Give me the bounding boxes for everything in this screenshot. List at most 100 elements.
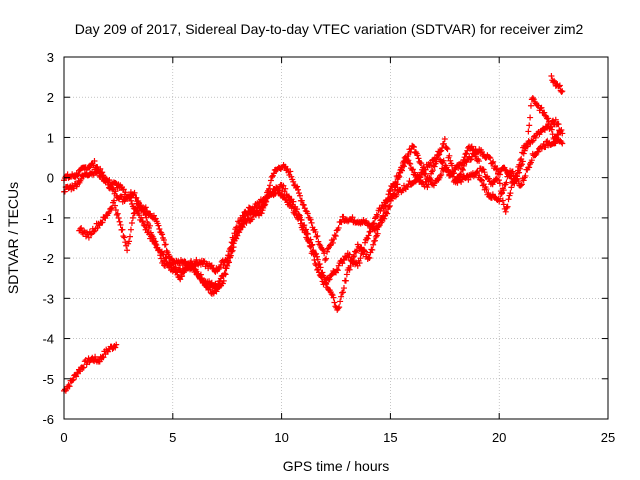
data-point-trace-d bbox=[541, 109, 548, 116]
data-point-trace-b bbox=[349, 214, 356, 221]
data-point-trace-c bbox=[334, 267, 341, 274]
data-point-trace-d bbox=[386, 188, 393, 195]
data-point-trace-d bbox=[507, 190, 514, 197]
data-point-trace-d bbox=[433, 155, 440, 162]
data-point-trace-c bbox=[326, 276, 333, 283]
data-point-trace-c bbox=[362, 239, 369, 246]
data-point-trace-d bbox=[545, 118, 552, 125]
data-point-trace-d bbox=[323, 281, 330, 288]
data-point-trace-c bbox=[438, 171, 445, 178]
data-point-trace-d bbox=[121, 234, 128, 241]
data-point-trace-d bbox=[400, 162, 407, 169]
data-point-trace-c bbox=[112, 180, 119, 187]
data-point-trace-b bbox=[298, 197, 305, 204]
data-point-trace-d bbox=[516, 165, 523, 172]
data-point-trace-b bbox=[502, 166, 509, 173]
data-point-trace-d bbox=[387, 186, 394, 193]
data-point-trace-d bbox=[493, 166, 500, 173]
data-point-trace-c bbox=[152, 241, 159, 248]
data-point-trace-b bbox=[331, 232, 338, 239]
data-point-trace-b bbox=[555, 121, 562, 128]
data-point-trace-d bbox=[194, 270, 201, 277]
data-point-trace-b bbox=[384, 210, 391, 217]
data-point-trace-d bbox=[152, 215, 159, 222]
data-point-trace-d bbox=[231, 237, 238, 244]
data-point-trace-d bbox=[169, 256, 176, 263]
data-point-trace-d bbox=[162, 241, 169, 248]
data-point-trace-a bbox=[73, 373, 80, 380]
data-point-trace-d bbox=[239, 220, 246, 227]
data-point-trace-d bbox=[396, 169, 403, 176]
data-point-trace-d bbox=[525, 128, 532, 135]
data-point-trace-c bbox=[473, 169, 480, 176]
data-point-trace-d bbox=[198, 275, 205, 282]
data-point-trace-c bbox=[252, 210, 259, 217]
data-point-trace-d bbox=[273, 185, 280, 192]
data-point-trace-d bbox=[385, 191, 392, 198]
data-point-trace-b bbox=[301, 205, 308, 212]
data-point-trace-d bbox=[440, 140, 447, 147]
data-point-trace-c bbox=[503, 179, 510, 186]
data-point-trace-d bbox=[513, 176, 520, 183]
data-point-trace-c bbox=[106, 176, 113, 183]
y-tick-label: -6 bbox=[42, 412, 54, 427]
data-point-trace-d bbox=[500, 201, 507, 208]
data-point-trace-b bbox=[330, 236, 337, 243]
data-point-trace-d bbox=[307, 243, 314, 250]
data-point-trace-d bbox=[124, 247, 131, 254]
data-point-trace-c bbox=[139, 218, 146, 225]
data-point-trace-b bbox=[385, 204, 392, 211]
data-point-trace-d bbox=[349, 257, 356, 264]
data-point-trace-d bbox=[351, 253, 358, 260]
data-point-trace-e bbox=[556, 82, 563, 89]
data-point-trace-d bbox=[292, 208, 299, 215]
data-point-trace-d bbox=[117, 221, 124, 228]
data-point-trace-d bbox=[378, 219, 385, 226]
data-point-trace-b bbox=[75, 171, 82, 178]
data-point-trace-d bbox=[168, 255, 175, 262]
data-point-trace-b bbox=[287, 168, 294, 175]
data-point-trace-d bbox=[443, 144, 450, 151]
data-point-trace-d bbox=[318, 274, 325, 281]
data-point-trace-d bbox=[524, 140, 531, 147]
data-point-trace-d bbox=[537, 105, 544, 112]
data-point-trace-d bbox=[129, 214, 136, 221]
data-point-trace-d bbox=[394, 175, 401, 182]
chart-title: Day 209 of 2017, Sidereal Day-to-day VTE… bbox=[75, 21, 584, 37]
data-point-trace-d bbox=[223, 265, 230, 272]
data-point-trace-d bbox=[106, 208, 113, 215]
y-tick-label: 1 bbox=[47, 130, 54, 145]
data-point-trace-c bbox=[99, 172, 106, 179]
data-point-trace-d bbox=[119, 226, 126, 233]
data-point-trace-b bbox=[468, 143, 475, 150]
data-point-trace-d bbox=[508, 184, 515, 191]
data-point-trace-d bbox=[392, 179, 399, 186]
x-tick-label: 15 bbox=[383, 430, 397, 445]
data-point-trace-d bbox=[226, 253, 233, 260]
data-point-trace-d bbox=[410, 143, 417, 150]
data-point-trace-d bbox=[459, 166, 466, 173]
data-point-trace-d bbox=[169, 259, 176, 266]
data-point-trace-d bbox=[346, 266, 353, 273]
data-point-trace-c bbox=[374, 213, 381, 220]
data-point-trace-b bbox=[476, 158, 483, 165]
data-point-trace-c bbox=[428, 177, 435, 184]
data-point-trace-d bbox=[310, 251, 317, 258]
data-point-trace-b bbox=[407, 160, 414, 167]
data-point-trace-d bbox=[306, 243, 313, 249]
x-axis-label: GPS time / hours bbox=[283, 458, 390, 474]
data-point-trace-c bbox=[259, 207, 266, 214]
data-point-trace-a bbox=[96, 358, 103, 365]
data-point-trace-d bbox=[542, 112, 549, 119]
data-point-trace-d bbox=[126, 238, 133, 245]
data-point-trace-d bbox=[401, 159, 408, 166]
data-point-trace-c bbox=[366, 228, 373, 235]
data-point-trace-d bbox=[313, 262, 320, 269]
data-point-trace-a bbox=[100, 354, 107, 361]
data-marks bbox=[61, 72, 566, 394]
data-point-trace-d bbox=[521, 147, 528, 154]
data-point-trace-c bbox=[122, 189, 129, 196]
data-point-trace-b bbox=[431, 163, 438, 170]
data-point-trace-c bbox=[393, 191, 400, 198]
data-point-trace-d bbox=[548, 126, 555, 133]
